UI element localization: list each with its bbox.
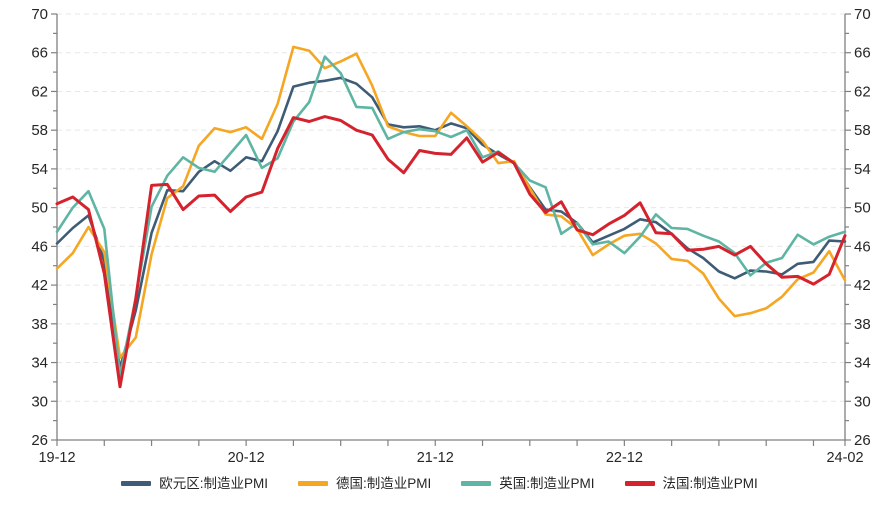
y-axis-label-left-42: 42 [31,277,48,294]
series-line-1 [55,45,847,360]
y-axis-label-left-26: 26 [31,432,48,449]
legend-label-eurozone: 欧元区:制造业PMI [159,476,268,491]
legend-label-germany: 德国:制造业PMI [335,476,432,491]
x-axis-label-21-12: 21-12 [417,450,454,466]
germany-line-swatch [297,481,328,487]
x-axis-label-24-02: 24-02 [826,450,863,466]
series-line-0 [55,76,847,370]
y-axis-label-left-62: 62 [31,83,48,100]
chart-legend: 欧元区:制造业PMI 德国:制造业PMI 英国:制造业PMI 法国:制造业PMI [0,477,879,491]
legend-item-uk: 英国:制造业PMI [461,476,595,491]
y-axis-label-left-66: 66 [31,45,48,62]
y-axis-label-left-34: 34 [31,355,48,372]
uk-line-swatch [461,481,492,487]
series-line-3 [55,115,847,389]
y-axis-label-left-30: 30 [31,393,48,410]
y-axis-label-right-54: 54 [854,161,871,178]
y-axis-label-left-54: 54 [31,161,48,178]
y-axis-label-left-58: 58 [31,122,48,139]
y-axis-label-right-30: 30 [854,393,871,410]
y-axis-label-right-62: 62 [854,83,871,100]
legend-label-france: 法国:制造业PMI [662,476,758,491]
legend-item-germany: 德国:制造业PMI [297,476,432,491]
x-axis-label-20-12: 20-12 [228,450,265,466]
y-axis-label-left-38: 38 [31,316,48,333]
y-axis-label-left-46: 46 [31,238,48,255]
y-axis-label-left-70: 70 [31,6,48,23]
eurozone-line-swatch [121,481,152,487]
legend-item-france: 法国:制造业PMI [624,476,758,491]
x-axis-label-19-12: 19-12 [38,450,75,466]
legend-item-eurozone: 欧元区:制造业PMI [121,477,268,491]
y-axis-label-right-26: 26 [854,432,871,449]
x-axis-label-22-12: 22-12 [606,450,643,466]
y-axis-label-right-38: 38 [854,316,871,333]
y-axis-label-right-42: 42 [854,277,871,294]
series-line-2 [55,55,847,378]
y-axis-label-right-34: 34 [854,355,871,372]
y-axis-label-right-66: 66 [854,45,871,62]
france-line-swatch [624,481,655,487]
y-axis-label-right-46: 46 [854,238,871,255]
y-axis-label-right-70: 70 [854,6,871,23]
y-axis-label-left-50: 50 [31,200,48,217]
y-axis-label-right-50: 50 [854,200,871,217]
legend-label-uk: 英国:制造业PMI [499,476,595,491]
y-axis-label-right-58: 58 [854,122,871,139]
